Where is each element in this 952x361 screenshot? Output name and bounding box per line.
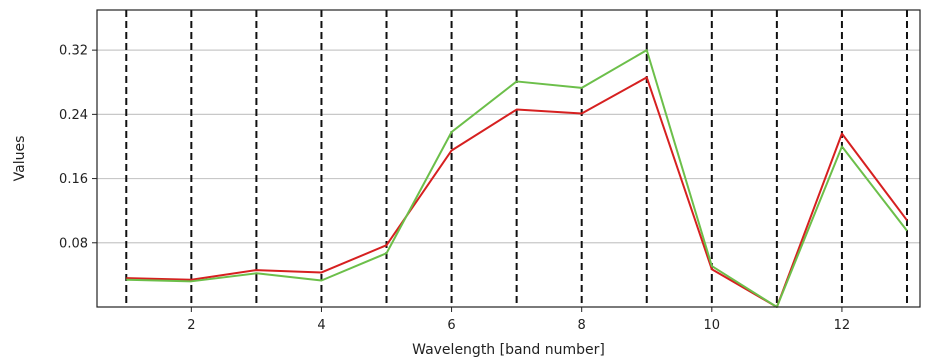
vertical-markers <box>125 10 908 307</box>
x-tick-label-2: 2 <box>187 318 195 333</box>
y-tick-label-3: 0.32 <box>59 44 88 59</box>
y-axis-ticks: 0.08 0.16 0.24 0.32 <box>59 44 97 251</box>
x-tick-label-12: 12 <box>834 318 851 333</box>
y-tick-label-0: 0.08 <box>59 236 88 251</box>
grid <box>97 49 920 244</box>
x-tick-label-8: 8 <box>578 318 586 333</box>
y-axis-label: Values <box>12 136 28 182</box>
y-tick-label-2: 0.24 <box>59 108 88 123</box>
x-axis-label: Wavelength [band number] <box>412 342 605 358</box>
x-axis-ticks: 2 4 6 8 10 12 <box>187 307 850 333</box>
x-tick-label-4: 4 <box>317 318 325 333</box>
x-tick-label-10: 10 <box>704 318 721 333</box>
plot-frame <box>96 9 921 308</box>
x-tick-label-6: 6 <box>447 318 455 333</box>
y-tick-label-1: 0.16 <box>59 172 88 187</box>
